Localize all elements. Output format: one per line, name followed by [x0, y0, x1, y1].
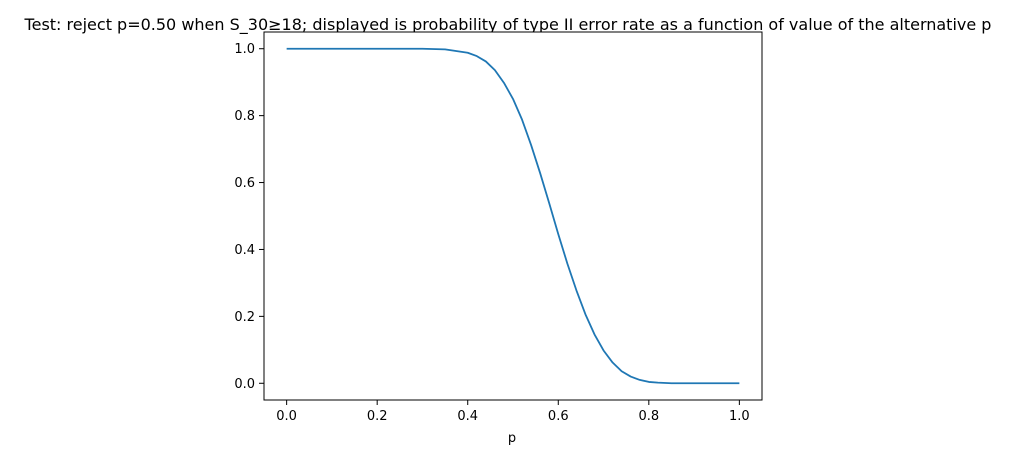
x-tick-label: 0.6	[548, 409, 569, 424]
series-line-0	[286, 47, 740, 385]
y-axis-ticks: 0.0 0.2 0.4 0.6 0.8 1.0	[234, 42, 264, 392]
y-tick-label: 0.0	[234, 377, 255, 392]
x-tick-label: 0.8	[638, 409, 659, 424]
x-tick-label: 0.2	[367, 409, 388, 424]
y-tick-label: 0.6	[234, 176, 255, 191]
x-tick-label: 1.0	[729, 409, 750, 424]
x-tick-label: 0.0	[276, 409, 297, 424]
y-tick-label: 1.0	[234, 42, 255, 57]
plot-area	[263, 31, 763, 401]
y-tick-label: 0.2	[234, 310, 255, 325]
y-tick-label: 0.8	[234, 109, 255, 124]
x-axis-ticks: 0.0 0.2 0.4 0.6 0.8 1.0	[276, 400, 750, 424]
series-layer	[286, 47, 740, 385]
y-tick-label: 0.4	[234, 243, 255, 258]
x-tick-label: 0.4	[457, 409, 478, 424]
x-axis-label: p	[508, 431, 516, 446]
chart-title: Test: reject p=0.50 when S_30≥18; displa…	[24, 15, 992, 35]
